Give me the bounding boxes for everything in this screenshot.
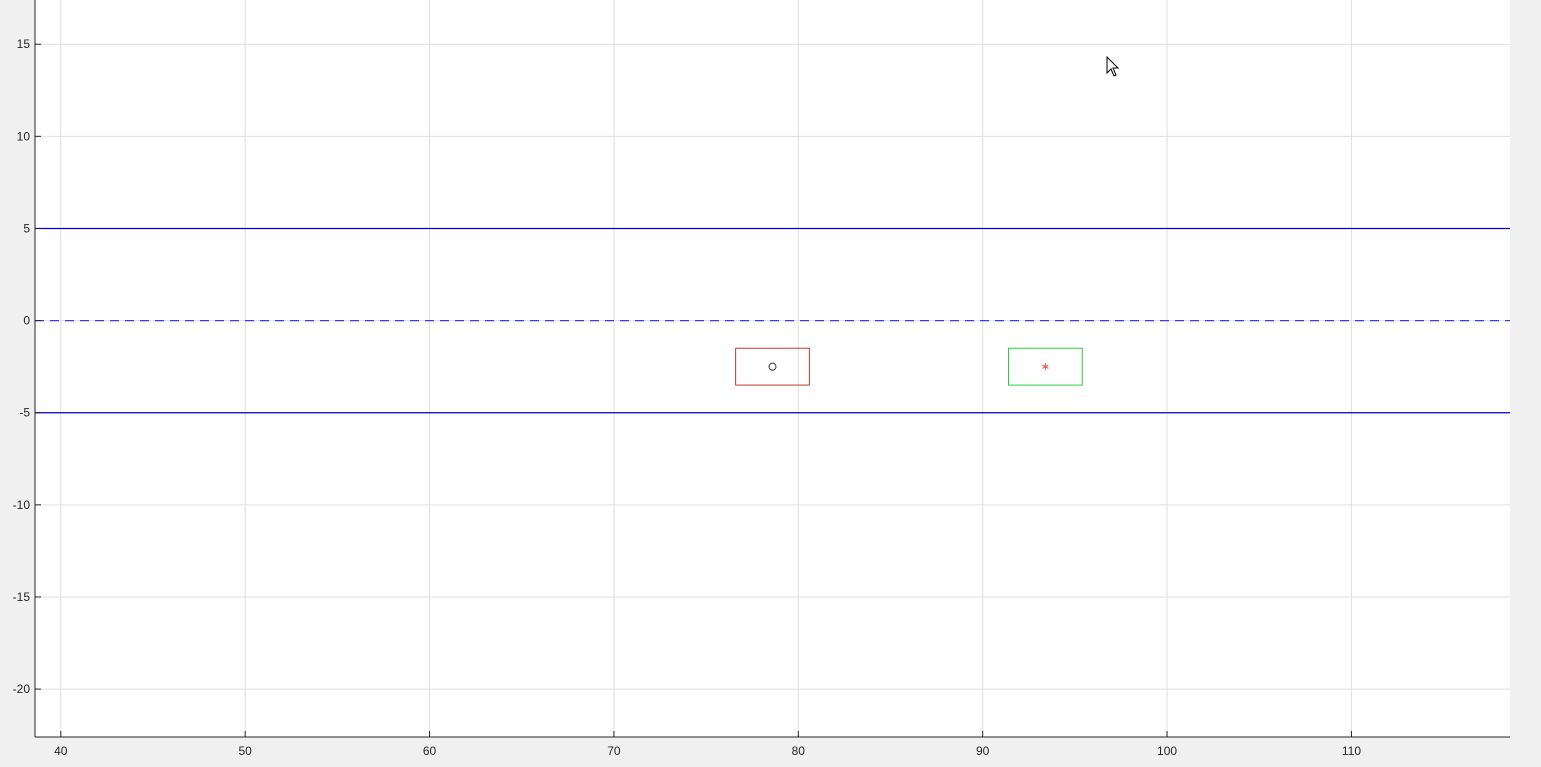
x-tick-label: 80 bbox=[792, 744, 806, 758]
y-tick-label: 10 bbox=[17, 129, 31, 143]
object-rectangle-1 bbox=[735, 347, 810, 386]
y-tick-label: -20 bbox=[13, 682, 31, 696]
x-tick-label: 110 bbox=[1342, 744, 1361, 758]
y-tick-label: -5 bbox=[19, 406, 30, 420]
x-tick-label: 100 bbox=[1157, 744, 1177, 758]
x-tick-label: 40 bbox=[54, 744, 68, 758]
x-tick-label: 70 bbox=[607, 744, 621, 758]
y-tick-label: -15 bbox=[13, 590, 31, 604]
x-tick-label: 90 bbox=[976, 744, 990, 758]
circle-marker bbox=[768, 362, 777, 371]
x-tick-label: 50 bbox=[239, 744, 253, 758]
mouse-cursor-icon bbox=[1106, 56, 1120, 77]
asterisk-marker bbox=[1042, 363, 1049, 371]
y-tick-label: 15 bbox=[17, 37, 31, 51]
x-tick-label: 60 bbox=[423, 744, 437, 758]
y-tick-label: 5 bbox=[23, 221, 30, 235]
y-tick-label: 0 bbox=[23, 314, 30, 328]
y-tick-label: -10 bbox=[13, 498, 31, 512]
axes-background[interactable] bbox=[35, 0, 1510, 737]
object-rectangle-2 bbox=[1008, 347, 1083, 386]
